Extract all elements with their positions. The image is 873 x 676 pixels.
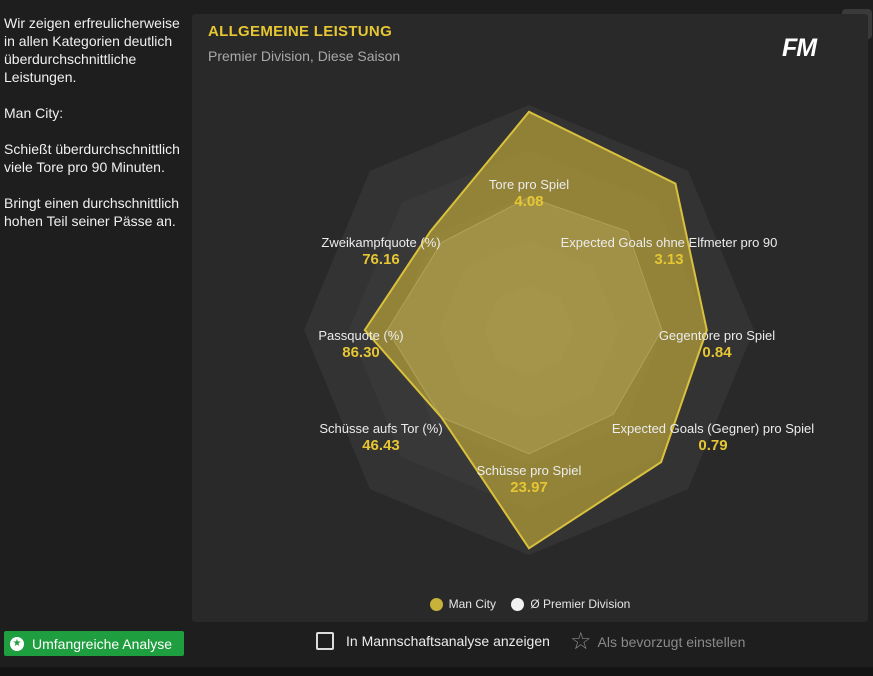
sidebar-description: Wir zeigen erfreulicherweise in allen Ka… <box>4 14 186 248</box>
legend-dot-average <box>511 597 525 611</box>
radar-axis-name: Gegentore pro Spiel <box>658 328 776 343</box>
legend-label-average: Ø Premier Division <box>530 597 631 611</box>
radar-axis-label: Gegentore pro Spiel 0.84 <box>659 328 775 361</box>
radar-axis-value: 23.97 <box>510 479 548 496</box>
radar-axis-value: 86.30 <box>342 344 380 361</box>
fm-logo: FM <box>782 34 817 62</box>
radar-axis-label: Passquote (%) 86.30 <box>318 328 403 361</box>
chart-legend: Man City Ø Premier Division <box>192 597 868 614</box>
radar-chart <box>304 105 754 555</box>
radar-axis-name: Zweikampfquote (%) <box>321 235 441 250</box>
radar-axis-value: 3.13 <box>654 251 684 268</box>
set-favorite-label: Als bevorzugt einstellen <box>597 634 746 650</box>
sidebar-paragraph: Man City: <box>4 105 64 121</box>
legend-label-team: Man City <box>448 597 496 611</box>
detailed-analysis-button[interactable]: ★ Umfangreiche Analyse <box>4 631 184 656</box>
radar-axis-name: Expected Goals ohne Elfmeter pro 90 <box>560 235 778 250</box>
footer-strip <box>0 667 873 676</box>
radar-axis-value: 0.79 <box>698 437 728 454</box>
radar-axis-value: 76.16 <box>362 251 400 268</box>
radar-axis-value: 0.84 <box>702 344 732 361</box>
radar-axis-value: 4.08 <box>514 193 544 210</box>
radar-axis-label: Expected Goals ohne Elfmeter pro 90 3.13 <box>561 235 778 268</box>
set-favorite-button[interactable]: ☆ Als bevorzugt einstellen <box>570 630 745 654</box>
team-analysis-checkbox[interactable] <box>316 632 334 650</box>
sidebar-paragraph: Wir zeigen erfreulicherweise in allen Ka… <box>4 15 180 85</box>
radar-axis-name: Schüsse aufs Tor (%) <box>319 421 443 436</box>
radar-axis-name: Passquote (%) <box>318 328 404 343</box>
sidebar-paragraph: Bringt einen durchschnittlich hohen Teil… <box>4 195 180 229</box>
radar-axis-name: Expected Goals (Gegner) pro Spiel <box>611 421 815 436</box>
sidebar-paragraph: Schießt überdurchschnittlich viele Tore … <box>4 141 180 175</box>
radar-axis-name: Schüsse pro Spiel <box>476 463 582 478</box>
team-analysis-label: In Mannschaftsanalyse anzeigen <box>346 633 550 649</box>
radar-axis-label: Expected Goals (Gegner) pro Spiel 0.79 <box>612 421 814 454</box>
performance-panel: ALLGEMEINE LEISTUNG Premier Division, Di… <box>192 14 868 622</box>
detailed-analysis-label: Umfangreiche Analyse <box>32 635 173 652</box>
radar-axis-label: Schüsse pro Spiel 23.97 <box>477 463 582 496</box>
radar-axis-label: Tore pro Spiel 4.08 <box>489 177 569 210</box>
radar-series-team <box>363 110 708 550</box>
star-outline-icon: ☆ <box>570 628 592 655</box>
team-analysis-toggle[interactable]: In Mannschaftsanalyse anzeigen <box>316 632 550 650</box>
star-badge-icon: ★ <box>10 636 24 651</box>
radar-axis-value: 46.43 <box>362 437 400 454</box>
radar-axis-name: Tore pro Spiel <box>488 177 570 192</box>
radar-axis-label: Schüsse aufs Tor (%) 46.43 <box>319 421 442 454</box>
legend-item-average: Ø Premier Division <box>511 597 630 611</box>
legend-item-team: Man City <box>429 597 496 611</box>
panel-title: ALLGEMEINE LEISTUNG <box>208 23 393 40</box>
panel-subtitle: Premier Division, Diese Saison <box>208 48 401 64</box>
legend-dot-team <box>429 597 443 611</box>
bottom-bar: ★ Umfangreiche Analyse In Mannschaftsana… <box>0 626 873 666</box>
radar-axis-label: Zweikampfquote (%) 76.16 <box>321 235 440 268</box>
